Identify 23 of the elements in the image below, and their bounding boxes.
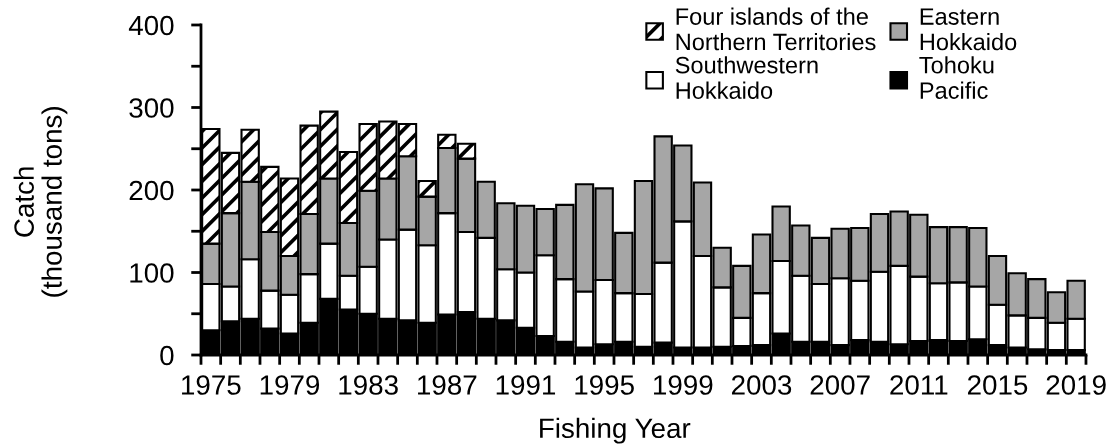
y-tick-label: 100 bbox=[130, 263, 174, 283]
x-tick-label: 2015 bbox=[967, 375, 1028, 395]
x-tick-label: 2011 bbox=[890, 375, 948, 395]
y-tick-label: 300 bbox=[129, 98, 174, 118]
x-tick-label: 2003 bbox=[731, 375, 792, 395]
x-tick-label: 1999 bbox=[654, 375, 713, 395]
x-tick-label: 2007 bbox=[810, 375, 870, 395]
x-tick-label: 1975 bbox=[182, 375, 241, 395]
x-axis-title: Fishing Year bbox=[540, 417, 691, 444]
legend-label: Tohoku Pacific bbox=[919, 56, 994, 99]
legend-label: Southwestern Hokkaido bbox=[675, 56, 818, 99]
x-tick-label: 1991 bbox=[496, 375, 556, 395]
y-tick-label: 0 bbox=[160, 345, 174, 366]
y-tick-label: 200 bbox=[129, 180, 174, 201]
legend-label: Four islands of the Northern Territories bbox=[676, 7, 876, 51]
x-tick-label: 1979 bbox=[260, 375, 320, 395]
x-tick-label: 1995 bbox=[575, 375, 634, 395]
x-tick-label: 1987 bbox=[418, 375, 477, 395]
x-tick-label: 1983 bbox=[339, 375, 398, 395]
y-axis-title: Catch (thousand tons) bbox=[13, 107, 68, 297]
y-tick-label: 400 bbox=[128, 15, 174, 36]
x-tick-label: 2019 bbox=[1046, 375, 1106, 395]
legend-label: Eastern Hokkaido bbox=[920, 8, 1017, 51]
